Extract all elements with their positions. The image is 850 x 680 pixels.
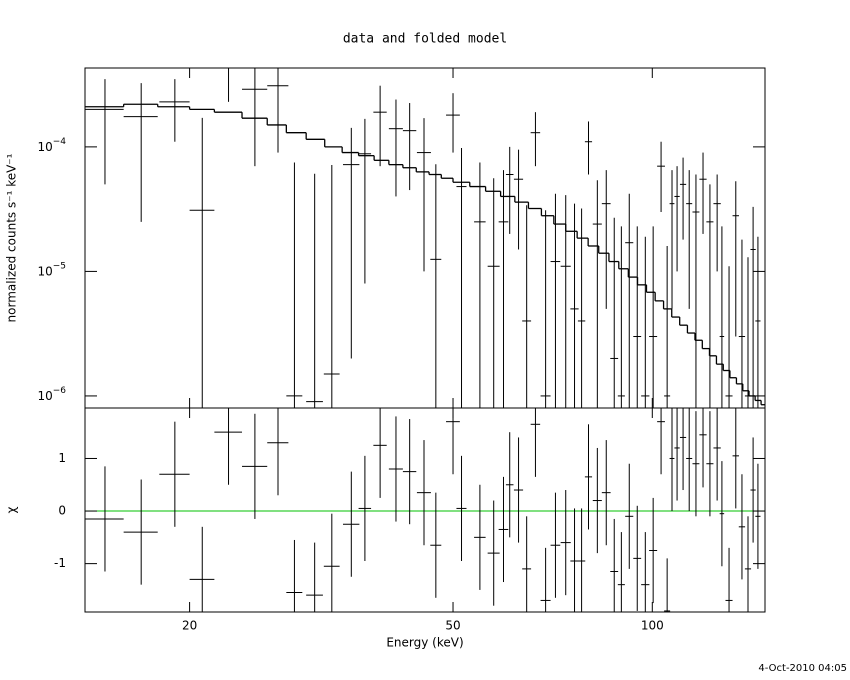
y-tick-label: 10−5 bbox=[37, 261, 66, 278]
y-tick-exponent: −5 bbox=[53, 261, 66, 271]
y-tick-base: 10 bbox=[37, 388, 52, 402]
x-tick-label: 20 bbox=[182, 619, 197, 633]
y-tick-label: 10−4 bbox=[37, 136, 66, 153]
y-tick-exponent: −6 bbox=[53, 385, 67, 395]
y-tick-base: 10 bbox=[37, 139, 52, 153]
timestamp: 4-Oct-2010 04:05 bbox=[758, 663, 847, 674]
top-plot-area bbox=[85, 68, 765, 408]
chart-title: data and folded model bbox=[343, 32, 507, 47]
y-tick-label: -1 bbox=[54, 556, 66, 570]
y-axis-label: χ bbox=[5, 506, 19, 513]
y-tick-label: 0 bbox=[58, 504, 66, 518]
x-tick-label: 50 bbox=[445, 619, 460, 633]
plot-frame bbox=[84, 407, 766, 613]
plot-frame bbox=[84, 67, 766, 409]
residual-plot-area bbox=[85, 408, 765, 612]
x-axis-label: Energy (keV) bbox=[386, 636, 463, 650]
y-axis-label: normalized counts s⁻¹ keV⁻¹ bbox=[5, 153, 19, 322]
y-tick-exponent: −4 bbox=[53, 136, 67, 146]
y-tick-base: 10 bbox=[37, 264, 52, 278]
y-tick-label: 1 bbox=[58, 451, 66, 465]
y-tick-label: 10−6 bbox=[37, 385, 66, 402]
x-tick-label: 100 bbox=[641, 619, 664, 633]
